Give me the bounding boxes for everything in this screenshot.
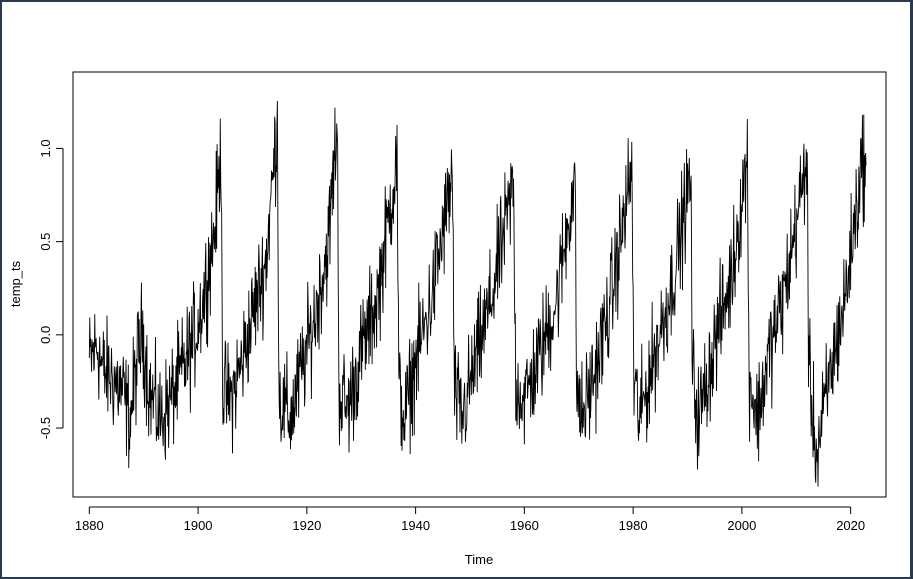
x-axis-label: Time [465, 552, 493, 567]
y-tick-label: 1.0 [38, 139, 53, 157]
y-tick-label: 0.0 [38, 326, 53, 344]
y-axis-label: temp_ts [8, 260, 23, 307]
x-tick-label: 1980 [619, 518, 648, 533]
y-tick-label: -0.5 [38, 417, 53, 439]
x-tick-label: 2000 [727, 518, 756, 533]
series-line [88, 100, 867, 487]
x-tick-label: 1920 [292, 518, 321, 533]
x-tick-label: 1880 [75, 518, 104, 533]
y-axis: -0.5 0.0 0.5 1.0 [38, 139, 64, 439]
x-tick-label: 1900 [184, 518, 213, 533]
series-group [88, 100, 867, 487]
plot-box [72, 71, 887, 498]
x-tick-label: 1960 [510, 518, 539, 533]
x-tick-label: 2020 [836, 518, 865, 533]
x-tick-label: 1940 [401, 518, 430, 533]
x-axis: 1880 1900 1920 1940 1960 1980 2000 2020 [75, 506, 865, 533]
y-tick-label: 0.5 [38, 233, 53, 251]
